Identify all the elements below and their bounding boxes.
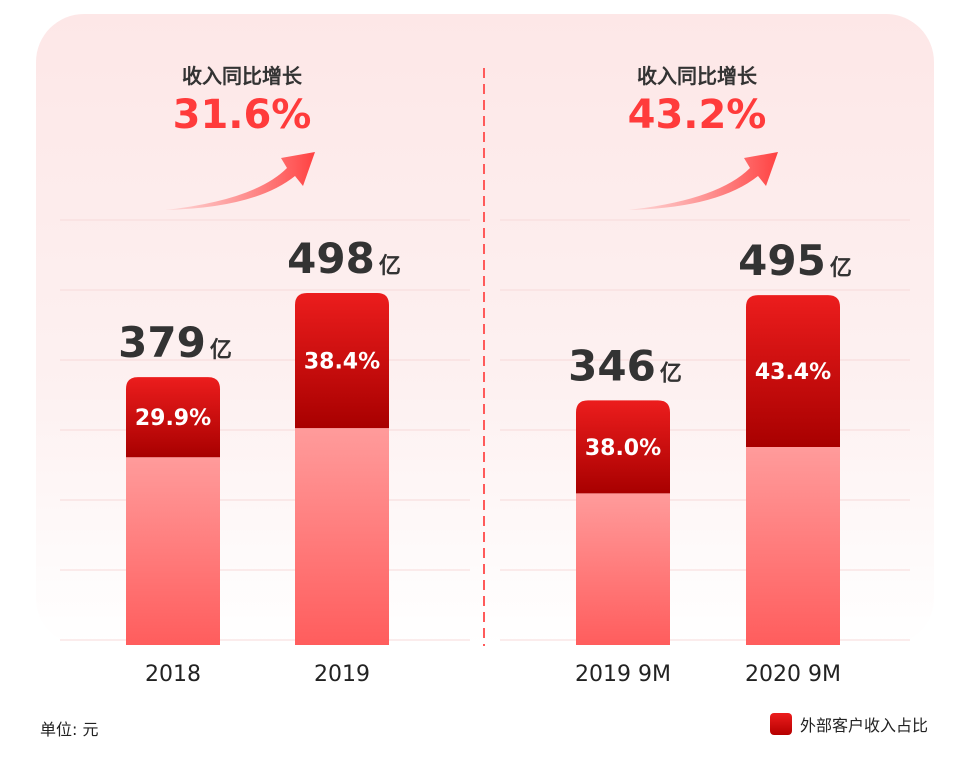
bar-share-segment [576,400,670,494]
growth-value: 43.2% [628,92,767,138]
total-data-label: 495 亿 [738,236,852,285]
total-value: 346 [568,341,656,390]
total-value: 379 [118,318,206,367]
growth-value: 31.6% [173,92,312,138]
share-data-label: 38.4% [304,350,380,375]
total-data-label: 498 亿 [287,234,401,283]
unit-note: 单位: 元 [40,720,99,739]
category-tick-label: 2019 [314,662,370,687]
growth-arrow-icon [165,152,315,210]
total-unit: 亿 [660,361,682,386]
category-tick-label: 2018 [145,662,201,687]
total-value: 495 [738,236,826,285]
category-tick-label: 2020 9M [745,662,841,687]
growth-arrow-icon [628,152,778,210]
legend-swatch-external-share [769,713,792,735]
total-data-label: 379 亿 [118,318,232,367]
bar-share-segment [126,377,220,458]
category-tick-label: 2019 9M [575,662,671,687]
bar-base-segment [576,493,670,645]
legend-label-external-share: 外部客户收入占比 [799,716,928,735]
bar-base-segment [126,457,220,645]
legend: 外部客户收入占比 [769,712,928,736]
total-value: 498 [287,234,375,283]
bar-share-segment [295,292,389,429]
total-unit: 亿 [830,256,852,281]
share-data-label: 43.4% [755,360,831,385]
growth-label: 收入同比增长 [182,64,303,88]
total-unit: 亿 [379,254,401,279]
share-data-label: 29.9% [135,406,211,431]
bar-base-segment [295,428,389,645]
total-data-label: 346 亿 [568,341,682,390]
total-unit: 亿 [210,338,232,363]
bar-base-segment [746,446,840,645]
share-data-label: 38.0% [585,436,661,461]
bar-share-segment [746,295,840,447]
growth-label: 收入同比增长 [637,64,758,88]
